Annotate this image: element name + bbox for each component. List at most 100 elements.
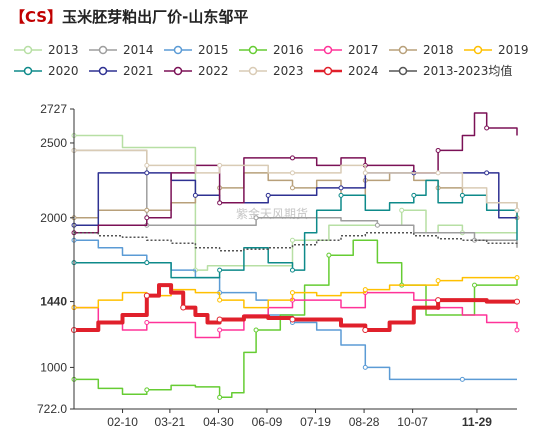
point-2024-21 [514, 298, 520, 305]
y-tick-label-1000: 1000 [40, 360, 67, 374]
legend-label-2023: 2023 [273, 64, 304, 78]
legend-label-2017: 2017 [348, 43, 379, 57]
watermark: 紫金天风期货 [236, 206, 308, 221]
axes: 722.0 1000 1440 2000 2500 2727 02-10 03-21 04-30… [37, 102, 517, 429]
legend-marker-2023 [248, 66, 258, 76]
legend-item-2021: 2021 [89, 64, 154, 78]
point-2020-6 [217, 267, 223, 273]
point-2019-15 [435, 278, 441, 284]
legend-label-2014: 2014 [123, 43, 154, 57]
legend-item-2017: 2017 [314, 43, 379, 57]
x-tick-label-03-21: 03-21 [155, 415, 186, 429]
legend-item-2023: 2023 [239, 64, 304, 78]
point-2022-18 [484, 125, 490, 131]
legend-label-2022: 2022 [198, 64, 229, 78]
point-2019-9 [289, 290, 295, 296]
point-2023-18 [514, 207, 520, 213]
x-tick-label-07-19: 07-19 [300, 415, 331, 429]
legend-label-2021: 2021 [123, 64, 154, 78]
legend-item-2022: 2022 [164, 64, 229, 78]
series-line-2019 [74, 276, 517, 309]
legend-label-2016: 2016 [273, 43, 304, 57]
legend-item-2020: 2020 [14, 64, 79, 78]
legend-marker-2024 [323, 66, 333, 76]
y-tick-label-722.0: 722.0 [37, 402, 67, 416]
point-2020-15 [411, 192, 417, 198]
point-2021-12 [338, 185, 344, 191]
title-text: 玉米胚芽粕出厂价-山东邹平 [62, 8, 249, 26]
series-line-2024 [74, 283, 517, 332]
legend-item-2015: 2015 [164, 43, 229, 57]
point-2013-9 [399, 207, 405, 213]
point-2014-6 [253, 215, 259, 221]
point-2024-3 [143, 292, 150, 299]
point-2024-18 [435, 297, 442, 304]
point-2018-3 [144, 207, 150, 213]
point-2024-6 [180, 304, 187, 311]
point-2023-3 [144, 162, 150, 168]
legend-label-2018: 2018 [423, 43, 454, 57]
point-2016-12 [326, 252, 332, 258]
y-tick-label-1440: 1440 [40, 295, 67, 309]
point-2021-6 [192, 192, 198, 198]
point-2015-15 [459, 376, 465, 382]
legend-marker-2021 [98, 66, 108, 76]
point-2013-6 [289, 237, 295, 243]
x-tick-label-02-10: 02-10 [107, 415, 138, 429]
point-2024-15 [362, 326, 369, 333]
legend-label-2013-2023均值: 2013-2023均值 [423, 63, 512, 78]
point-2015-12 [362, 364, 368, 370]
point-2022-3 [144, 215, 150, 221]
point-2021-18 [484, 170, 490, 176]
point-2018-9 [289, 185, 295, 191]
point-2022-15 [435, 147, 441, 153]
point-2016-6 [217, 394, 223, 400]
x-tick-label-11-29: 11-29 [462, 415, 492, 429]
legend-item-2013: 2013 [14, 43, 79, 57]
plot-area: 紫金天风期货 [71, 112, 520, 400]
y-tick-label-2727: 2727 [40, 102, 67, 116]
point-2023-12 [362, 170, 368, 176]
point-2024-9 [216, 316, 223, 323]
legend-item-2018: 2018 [389, 43, 454, 57]
point-2019-18 [514, 275, 520, 281]
legend-marker-2016 [248, 45, 258, 55]
point-2019-12 [362, 287, 368, 293]
legend-marker-2019 [473, 45, 483, 55]
legend: 2013 2014 2015 2016 2017 2018 2019 2020 2021 2022… [14, 43, 529, 78]
point-2017-3 [144, 320, 150, 326]
series-line-2022 [74, 112, 518, 234]
legend-item-2019: 2019 [464, 43, 529, 57]
point-2022-6 [217, 200, 223, 206]
point-2024-12 [289, 316, 296, 323]
series-line-2017 [74, 291, 518, 339]
point-2020-18 [459, 192, 465, 198]
x-tick-label-08-28: 08-28 [349, 415, 380, 429]
point-2022-9 [289, 155, 295, 161]
legend-marker-2013 [23, 45, 33, 55]
legend-label-2015: 2015 [198, 43, 229, 57]
x-tick-label-06-09: 06-09 [252, 415, 283, 429]
point-2016-18 [472, 282, 478, 288]
x-tick-label-04-30: 04-30 [203, 415, 234, 429]
point-2017-6 [217, 327, 223, 333]
series-line-2015 [74, 239, 517, 381]
legend-label-2013: 2013 [48, 43, 79, 57]
y-tick-label-2000: 2000 [40, 211, 67, 225]
point-2020-12 [338, 192, 344, 198]
point-2023-9 [289, 170, 295, 176]
point-2016-9 [253, 327, 259, 333]
point-2023-6 [217, 162, 223, 168]
point-2019-6 [217, 297, 223, 303]
point-2014-9 [374, 222, 380, 228]
legend-marker-2020 [23, 66, 33, 76]
legend-item-2014: 2014 [89, 43, 154, 57]
legend-marker-2022 [173, 66, 183, 76]
legend-item-2016: 2016 [239, 43, 304, 57]
legend-marker-2014 [98, 45, 108, 55]
title-bracket: 【CS】 [10, 8, 63, 26]
legend-marker-2017 [323, 45, 333, 55]
point-2017-18 [514, 327, 520, 333]
